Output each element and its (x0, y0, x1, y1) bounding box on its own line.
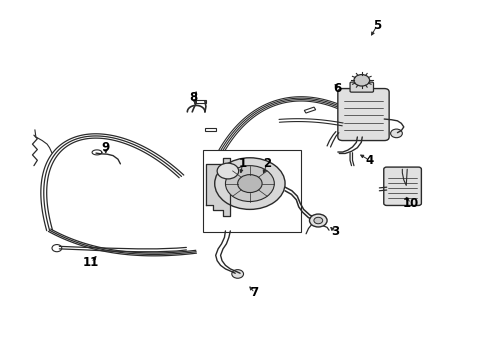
Text: 3: 3 (331, 225, 340, 238)
Bar (205, 129, 216, 131)
Bar (203, 149, 301, 232)
Text: 8: 8 (190, 91, 198, 104)
Circle shape (225, 166, 274, 202)
Text: 1: 1 (239, 157, 246, 170)
Circle shape (238, 175, 262, 193)
FancyBboxPatch shape (384, 167, 421, 206)
Text: 4: 4 (366, 154, 374, 167)
Circle shape (215, 158, 285, 210)
Text: 2: 2 (263, 157, 271, 170)
Circle shape (314, 217, 323, 224)
FancyBboxPatch shape (338, 89, 389, 140)
Circle shape (217, 163, 239, 179)
Circle shape (310, 214, 327, 227)
Text: 7: 7 (251, 287, 259, 300)
Circle shape (52, 244, 62, 252)
Text: 5: 5 (373, 19, 381, 32)
Circle shape (354, 75, 369, 86)
Text: 11: 11 (83, 256, 99, 269)
FancyBboxPatch shape (350, 82, 373, 92)
Circle shape (232, 270, 244, 278)
Polygon shape (206, 158, 230, 216)
Text: 10: 10 (403, 197, 419, 210)
Circle shape (391, 129, 402, 138)
Text: 6: 6 (334, 82, 342, 95)
Bar (194, 100, 206, 103)
Bar (304, 107, 316, 113)
Text: 9: 9 (101, 141, 110, 154)
